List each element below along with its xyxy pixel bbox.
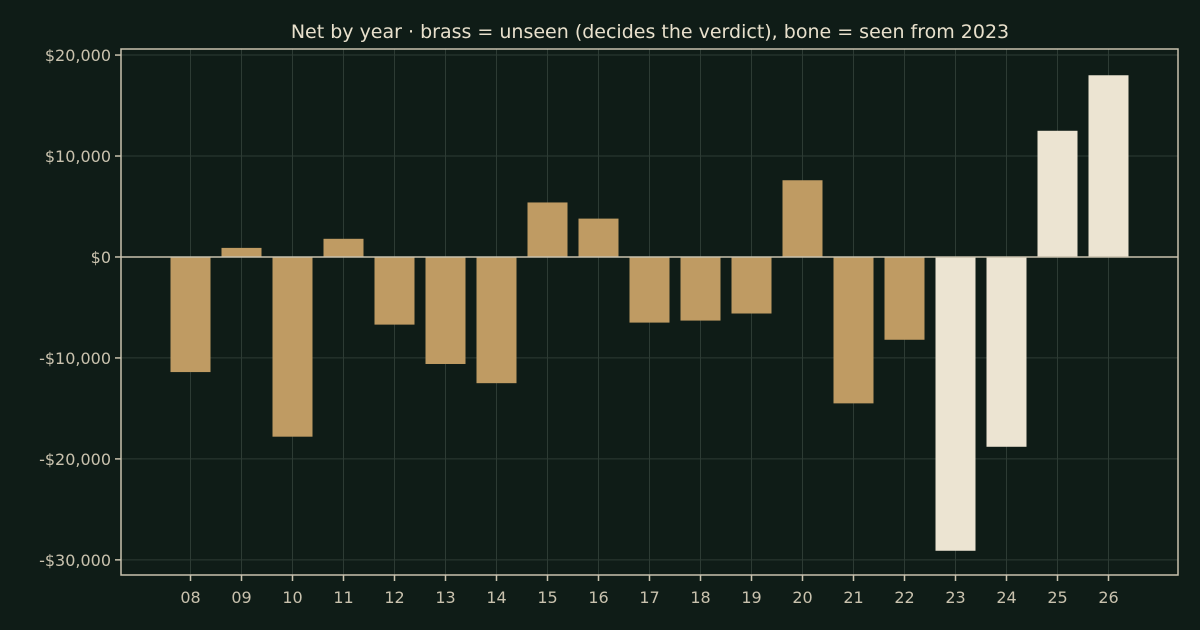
x-tick-label: 12 xyxy=(384,588,404,607)
bar-17 xyxy=(629,256,670,323)
bar-25 xyxy=(1037,130,1078,257)
x-tick-label: 10 xyxy=(282,588,302,607)
bar-24 xyxy=(986,256,1027,447)
x-tick-label: 23 xyxy=(945,588,965,607)
plot-frame xyxy=(120,48,1179,576)
bar-15 xyxy=(527,202,568,257)
y-tick-label: -$10,000 xyxy=(39,349,111,368)
axes xyxy=(115,48,1179,581)
x-tick-label: 21 xyxy=(843,588,863,607)
y-tick-label: $0 xyxy=(91,248,111,267)
bar-23 xyxy=(935,256,976,551)
bar-18 xyxy=(680,256,721,321)
bars xyxy=(170,75,1129,551)
x-tick-label: 14 xyxy=(486,588,506,607)
bar-21 xyxy=(833,256,874,404)
bar-14 xyxy=(476,256,517,384)
x-tick-label: 25 xyxy=(1047,588,1067,607)
x-tick-label: 22 xyxy=(894,588,914,607)
y-tick-label: $20,000 xyxy=(45,46,111,65)
bar-26 xyxy=(1088,75,1129,257)
x-tick-label: 13 xyxy=(435,588,455,607)
x-tick-label: 15 xyxy=(537,588,557,607)
x-tick-label: 24 xyxy=(996,588,1016,607)
x-tick-label: 18 xyxy=(690,588,710,607)
bar-13 xyxy=(425,256,466,364)
chart-title: Net by year · brass = unseen (decides th… xyxy=(291,21,1009,43)
x-tick-label: 19 xyxy=(741,588,761,607)
x-tick-label: 08 xyxy=(180,588,200,607)
x-tick-label: 20 xyxy=(792,588,812,607)
x-tick-label: 26 xyxy=(1098,588,1118,607)
x-tick-label: 09 xyxy=(231,588,251,607)
x-tick-label: 17 xyxy=(639,588,659,607)
x-tick-labels: 08 09 10 11 12 13 14 15 16 17 18 19 20 21 22 23 24 25 26 xyxy=(180,588,1118,607)
bar-12 xyxy=(374,256,415,325)
bar-09 xyxy=(221,247,262,257)
bar-10 xyxy=(272,256,313,437)
bar-22 xyxy=(884,256,925,340)
y-tick-label: -$30,000 xyxy=(39,551,111,570)
bar-11 xyxy=(323,238,364,257)
bar-08 xyxy=(170,256,211,373)
x-tick-label: 16 xyxy=(588,588,608,607)
x-tick-label: 11 xyxy=(333,588,353,607)
bar-19 xyxy=(731,256,772,314)
y-tick-label: -$20,000 xyxy=(39,450,111,469)
bar-20 xyxy=(782,180,823,257)
y-tick-labels: $20,000 $10,000 $0 -$10,000 -$20,000 -$30,000 xyxy=(39,46,111,570)
y-tick-label: $10,000 xyxy=(45,147,111,166)
bar-16 xyxy=(578,218,619,257)
